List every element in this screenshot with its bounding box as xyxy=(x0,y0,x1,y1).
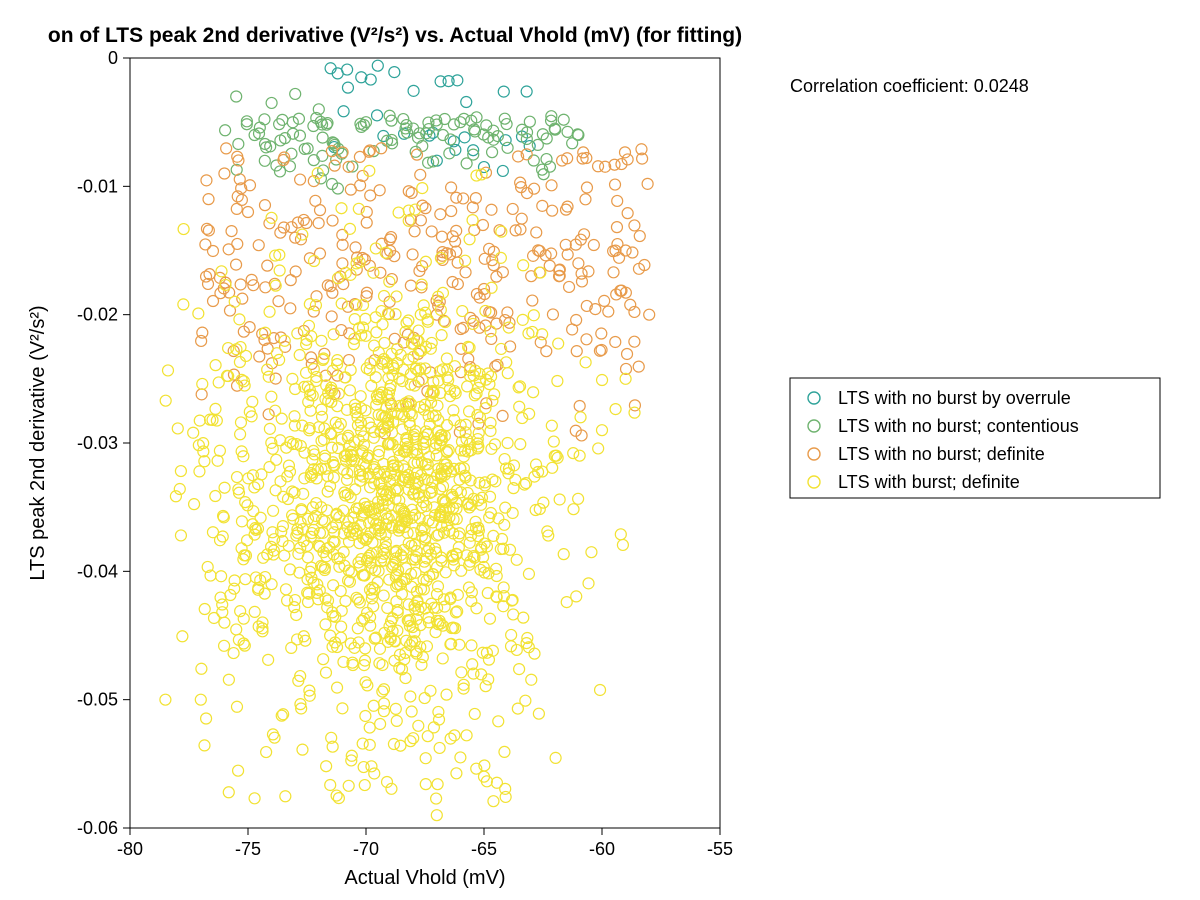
x-tick-label: -65 xyxy=(471,839,497,859)
legend-label: LTS with no burst; definite xyxy=(838,444,1045,464)
legend-label: LTS with burst; definite xyxy=(838,472,1020,492)
correlation-annotation: Correlation coefficient: 0.0248 xyxy=(790,76,1029,96)
legend-marker xyxy=(808,392,820,404)
x-tick-label: -75 xyxy=(235,839,261,859)
x-axis-label: Actual Vhold (mV) xyxy=(344,867,505,889)
scatter-chart: -80 -75 -70 -65 -60 -55 -0.06 -0.05 -0.04 -0.03 -0… xyxy=(0,0,1200,900)
y-tick-label: -0.06 xyxy=(77,818,118,838)
legend-label: LTS with no burst; contentious xyxy=(838,416,1079,436)
legend-marker xyxy=(808,448,820,460)
y-tick-label: 0 xyxy=(108,48,118,68)
x-tick-label: -80 xyxy=(117,839,143,859)
x-tick-label: -70 xyxy=(353,839,379,859)
y-tick-label: -0.03 xyxy=(77,433,118,453)
y-tick-label: -0.05 xyxy=(77,690,118,710)
chart-title: on of LTS peak 2nd derivative (V²/s²) vs… xyxy=(48,24,742,47)
y-tick-label: -0.02 xyxy=(77,305,118,325)
x-tick-label: -55 xyxy=(707,839,733,859)
chart-svg: -80 -75 -70 -65 -60 -55 -0.06 -0.05 -0.04 -0.03 -0… xyxy=(0,0,1200,900)
legend-marker xyxy=(808,420,820,432)
x-tick-label: -60 xyxy=(589,839,615,859)
y-tick-label: -0.01 xyxy=(77,176,118,196)
y-tick-label: -0.04 xyxy=(77,561,118,581)
legend-marker xyxy=(808,476,820,488)
legend-label: LTS with no burst by overrule xyxy=(838,388,1071,408)
y-axis-label: LTS peak 2nd derivative (V²/s²) xyxy=(27,305,49,580)
